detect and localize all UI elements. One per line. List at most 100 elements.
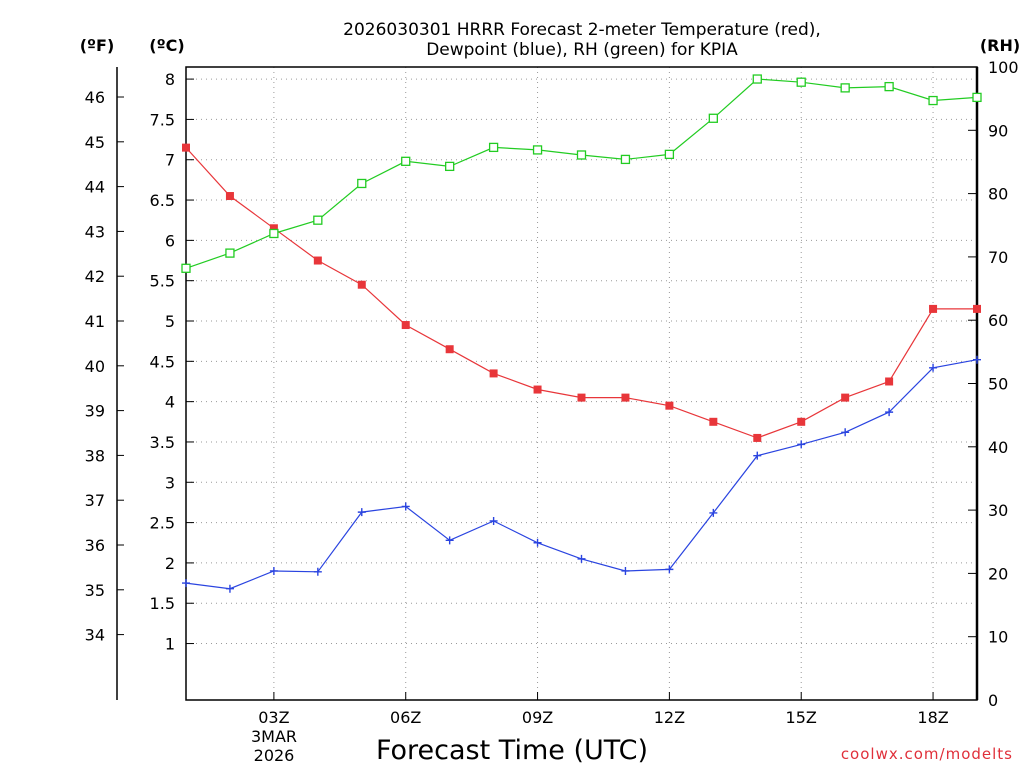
temperature-point [225, 192, 234, 201]
fahrenheit-tick-label: 41 [85, 312, 105, 331]
temperature-point [401, 321, 410, 330]
x-tick-label: 09Z [522, 708, 553, 727]
x-tick-label: 15Z [786, 708, 817, 727]
x-tick-label: 12Z [654, 708, 685, 727]
rh-tick-label: 10 [988, 628, 1008, 647]
dewpoint-point [973, 355, 981, 364]
dewpoint-point [357, 508, 366, 517]
chart-title-line-1: 2026030301 HRRR Forecast 2-meter Tempera… [343, 20, 821, 40]
dewpoint-point [753, 451, 762, 460]
rh-tick-label: 90 [988, 121, 1008, 140]
celsius-tick-label: 7 [165, 151, 175, 170]
rh-point [181, 263, 191, 273]
celsius-unit-label: (ºC) [149, 36, 184, 55]
celsius-tick-label: 8 [165, 70, 175, 89]
date-label-month: 3MAR [251, 727, 297, 746]
dewpoint-point [665, 565, 674, 574]
temperature-point [753, 433, 762, 442]
temperature-point [797, 417, 806, 426]
dewpoint-point [489, 516, 498, 525]
rh-point [928, 95, 938, 106]
dewpoint-point [709, 508, 718, 517]
celsius-tick-label: 1.5 [150, 594, 175, 613]
celsius-tick-label: 3 [165, 473, 175, 492]
dewpoint-point [313, 567, 322, 576]
dewpoint-point [621, 566, 630, 575]
rh-tick-label: 50 [988, 375, 1008, 394]
rh-point [972, 92, 982, 103]
rh-point [752, 74, 762, 84]
celsius-tick-label: 3.5 [150, 433, 175, 452]
celsius-tick-label: 6 [165, 231, 175, 250]
celsius-tick-label: 2 [165, 554, 175, 573]
date-label-year: 2026 [254, 746, 295, 765]
celsius-tick-label: 7.5 [150, 110, 175, 129]
celsius-tick-label: 5.5 [150, 272, 175, 291]
rh-unit-label: (RH) [980, 36, 1020, 55]
rh-tick-label: 0 [988, 691, 998, 710]
celsius-tick-label: 6.5 [150, 191, 175, 210]
temperature-point [709, 417, 718, 426]
rh-point [225, 248, 235, 258]
plot-frame [185, 66, 978, 701]
rh-point [357, 178, 367, 189]
fahrenheit-tick-label: 39 [85, 402, 105, 421]
fahrenheit-tick-label: 45 [85, 133, 105, 152]
dewpoint-point [929, 363, 938, 372]
temperature-point [885, 377, 894, 386]
rh-point [884, 81, 894, 92]
rh-point [708, 113, 718, 123]
rh-point [796, 77, 806, 87]
fahrenheit-tick-label: 34 [85, 626, 105, 645]
rh-point [313, 215, 323, 225]
fahrenheit-tick-label: 40 [85, 357, 105, 376]
rh-tick-label: 20 [988, 564, 1008, 583]
dewpoint-point [885, 408, 894, 417]
dewpoint-point [797, 440, 806, 449]
fahrenheit-tick-label: 37 [85, 491, 105, 510]
dewpoint-point [225, 584, 234, 593]
rh-point [576, 150, 587, 160]
fahrenheit-unit-label: (ºF) [80, 36, 115, 55]
chart-title-line-2: Dewpoint (blue), RH (green) for KPIA [426, 40, 738, 60]
temperature-point [313, 256, 322, 265]
dewpoint-point [577, 554, 586, 563]
rh-tick-label: 60 [988, 311, 1008, 330]
temperature-point [182, 143, 190, 152]
rh-point [269, 228, 279, 239]
celsius-tick-label: 2.5 [150, 514, 175, 533]
temperature-point [445, 345, 454, 354]
rh-tick-label: 80 [988, 185, 1008, 204]
grid-lines [186, 67, 977, 700]
temperature-point [357, 280, 366, 289]
fahrenheit-tick-label: 44 [85, 178, 105, 197]
temperature-point [973, 304, 981, 313]
rh-tick-label: 30 [988, 501, 1008, 520]
axes: 1 1.5 2 2.5 3 3.5 4 4.5 5 5.5 6 6.5 7 7.5 8 34 35 36 37 38 3… [85, 58, 1019, 727]
fahrenheit-tick-label: 38 [85, 446, 105, 465]
rh-tick-label: 40 [988, 438, 1008, 457]
rh-point [532, 145, 543, 155]
fahrenheit-tick-label: 46 [85, 88, 105, 107]
x-tick-label: 03Z [258, 708, 289, 727]
celsius-tick-label: 1 [165, 635, 175, 654]
rh-point [488, 142, 499, 153]
celsius-tick-label: 4 [165, 393, 175, 412]
temperature-point [533, 385, 542, 394]
rh-tick-label: 70 [988, 248, 1008, 267]
temperature-point [929, 304, 938, 313]
data-series [181, 74, 982, 593]
x-axis-title: Forecast Time (UTC) [376, 735, 648, 766]
temperature-point [269, 224, 278, 233]
dewpoint-point [445, 536, 454, 545]
dewpoint-point [533, 538, 542, 547]
fahrenheit-tick-label: 35 [85, 581, 105, 600]
rh-point [620, 154, 631, 165]
rh-tick-label: 100 [988, 58, 1019, 77]
temperature-point [577, 393, 586, 402]
temperature-point [841, 393, 850, 402]
credit-text: coolwx.com/modelts [841, 745, 1013, 763]
dewpoint-point [841, 428, 850, 437]
rh-point [840, 83, 850, 93]
